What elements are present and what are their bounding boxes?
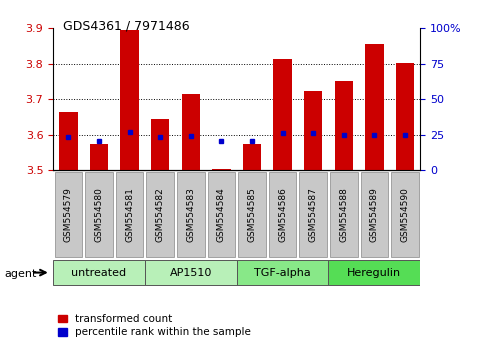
Text: Heregulin: Heregulin <box>347 268 401 278</box>
FancyBboxPatch shape <box>328 260 420 285</box>
FancyBboxPatch shape <box>53 260 145 285</box>
Text: GSM554586: GSM554586 <box>278 187 287 242</box>
Bar <box>273 59 292 170</box>
FancyBboxPatch shape <box>299 172 327 257</box>
FancyBboxPatch shape <box>269 172 297 257</box>
Bar <box>243 144 261 170</box>
FancyBboxPatch shape <box>330 172 357 257</box>
Text: AP1510: AP1510 <box>170 268 212 278</box>
Bar <box>396 63 414 170</box>
FancyBboxPatch shape <box>208 172 235 257</box>
Text: GDS4361 / 7971486: GDS4361 / 7971486 <box>63 19 189 33</box>
Text: GSM554580: GSM554580 <box>95 187 103 242</box>
FancyBboxPatch shape <box>360 172 388 257</box>
FancyBboxPatch shape <box>116 172 143 257</box>
Text: untreated: untreated <box>71 268 127 278</box>
FancyBboxPatch shape <box>237 260 328 285</box>
FancyBboxPatch shape <box>177 172 205 257</box>
Text: GSM554583: GSM554583 <box>186 187 195 242</box>
Text: GSM554587: GSM554587 <box>309 187 318 242</box>
Text: TGF-alpha: TGF-alpha <box>254 268 311 278</box>
FancyBboxPatch shape <box>145 260 237 285</box>
Text: GSM554589: GSM554589 <box>370 187 379 242</box>
Bar <box>151 119 170 170</box>
Text: GSM554588: GSM554588 <box>339 187 348 242</box>
Text: GSM554590: GSM554590 <box>400 187 410 242</box>
Text: GSM554585: GSM554585 <box>247 187 256 242</box>
FancyBboxPatch shape <box>85 172 113 257</box>
Text: GSM554579: GSM554579 <box>64 187 73 242</box>
Bar <box>335 81 353 170</box>
Bar <box>212 169 230 170</box>
Text: GSM554582: GSM554582 <box>156 187 165 241</box>
Bar <box>182 94 200 170</box>
Bar <box>120 30 139 170</box>
Text: agent: agent <box>5 269 37 279</box>
Bar <box>59 112 78 170</box>
Text: GSM554584: GSM554584 <box>217 187 226 241</box>
FancyBboxPatch shape <box>146 172 174 257</box>
Text: GSM554581: GSM554581 <box>125 187 134 242</box>
Bar <box>365 44 384 170</box>
FancyBboxPatch shape <box>391 172 419 257</box>
FancyBboxPatch shape <box>55 172 82 257</box>
Bar <box>90 144 108 170</box>
FancyBboxPatch shape <box>238 172 266 257</box>
Bar <box>304 91 322 170</box>
Legend: transformed count, percentile rank within the sample: transformed count, percentile rank withi… <box>58 314 251 337</box>
